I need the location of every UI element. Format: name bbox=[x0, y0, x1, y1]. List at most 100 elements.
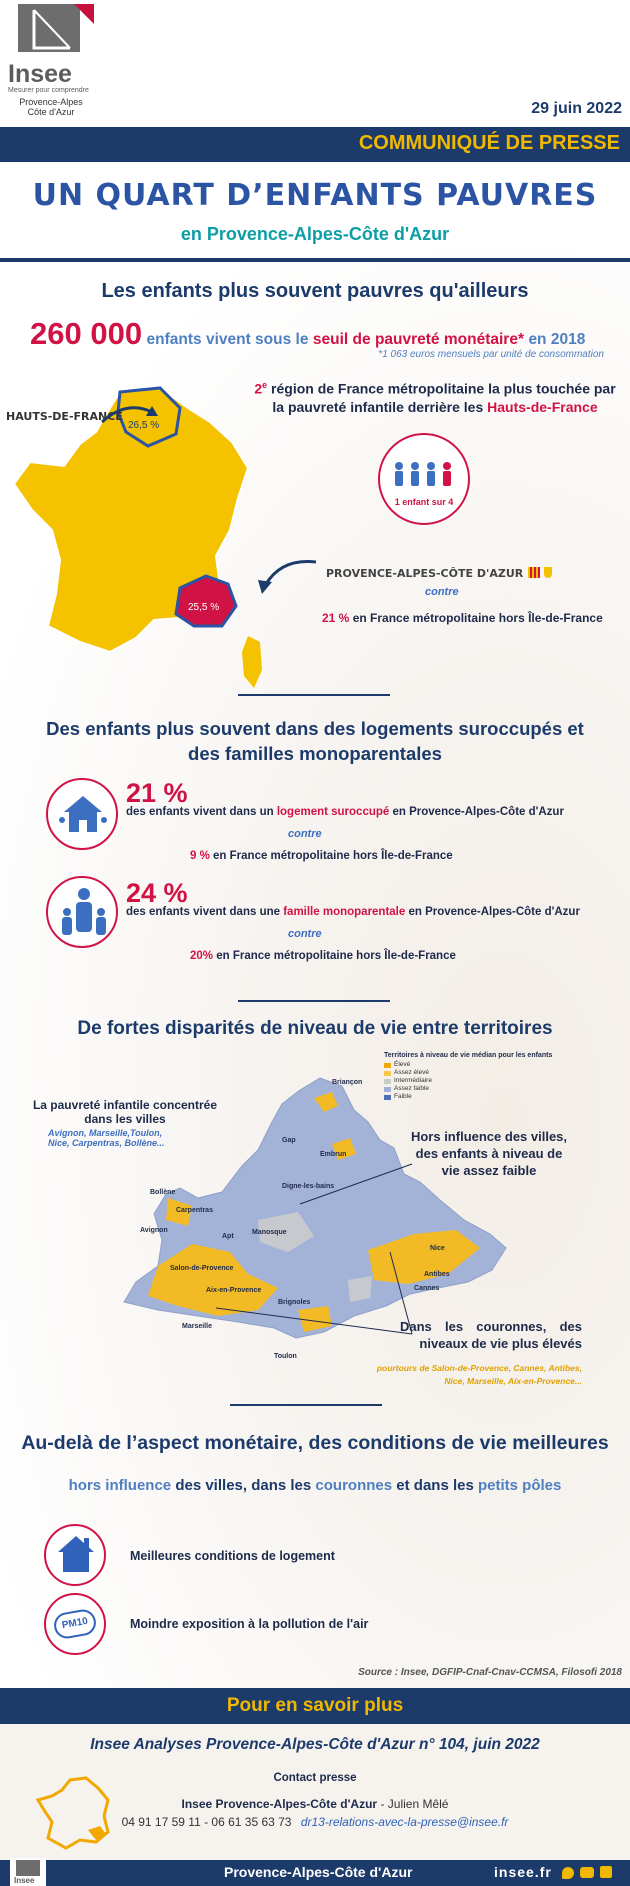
more-banner: Pour en savoir plus bbox=[0, 1688, 630, 1724]
arrow-hdf bbox=[100, 406, 158, 424]
big-line-a: enfants vivent sous le bbox=[146, 331, 309, 348]
small-logo-word: Insee bbox=[14, 1876, 35, 1885]
contact-heading: Contact presse bbox=[273, 1772, 357, 1784]
city-label: Embrun bbox=[320, 1151, 346, 1158]
bottom-bar: Provence-Alpes-Côte d'Azur insee.fr bbox=[0, 1860, 630, 1886]
insee-logo[interactable]: Insee Mesurer pour comprendre Provence-A… bbox=[8, 4, 94, 120]
sub-d: et dans les bbox=[396, 1477, 474, 1494]
rank-line-2: la pauvreté infantile derrière les bbox=[272, 398, 484, 415]
legend-label: Assez faible bbox=[394, 1085, 430, 1092]
big-line-b: seuil de pauvreté monétaire* bbox=[312, 331, 524, 348]
compare-text: en France métropolitaine hors Île-de-Fra… bbox=[352, 611, 603, 625]
house-icon bbox=[58, 1536, 94, 1572]
section3-heading: De fortes disparités de niveau de vie en… bbox=[77, 1018, 553, 1039]
single-parent-family-icon bbox=[62, 888, 106, 935]
city-label: Brignoles bbox=[278, 1299, 310, 1306]
france-map: 26,5 % 25,5 % bbox=[12, 386, 262, 688]
map-intermediate bbox=[258, 1212, 372, 1302]
city-label: Bollène bbox=[150, 1189, 175, 1196]
legend-swatch bbox=[384, 1078, 391, 1084]
label-hdf: HAUTS-DE-FRANCE bbox=[6, 410, 123, 423]
city-label: Salon-de-Provence bbox=[170, 1265, 234, 1272]
house-family-icon bbox=[59, 796, 107, 832]
linkedin-icon[interactable] bbox=[600, 1866, 612, 1878]
title-rule bbox=[0, 258, 630, 262]
source-note: Source : Insee, DGFIP-Cnaf-Cnav-CCMSA, F… bbox=[358, 1667, 622, 1678]
note-urban-c: Avignon, Marseille,Toulon, bbox=[48, 1128, 163, 1138]
hauts-de-france-shape bbox=[116, 386, 182, 448]
rank-number: 2 bbox=[254, 380, 263, 397]
big-stat-line: 260 000 enfants vivent sous le seuil de … bbox=[30, 316, 620, 352]
publication-link[interactable]: Insee Analyses Provence-Alpes-Côte d'Azu… bbox=[90, 1736, 540, 1753]
label-paca-text: PROVENCE-ALPES-CÔTE D'AZUR bbox=[326, 567, 524, 580]
logo-region-2: Côte d'Azur bbox=[27, 107, 75, 117]
legend-swatch bbox=[384, 1070, 391, 1076]
city-label: Carpentras bbox=[176, 1207, 213, 1214]
section1-heading: Les enfants plus souvent pauvres qu'aill… bbox=[101, 280, 529, 302]
rank-text: 2e région de France métropolitaine la pl… bbox=[250, 376, 620, 416]
youtube-icon[interactable] bbox=[580, 1867, 594, 1878]
sub-e: petits pôles bbox=[478, 1477, 562, 1494]
note-rural-c: vie assez faible bbox=[441, 1163, 537, 1178]
small-insee-logo: Insee bbox=[10, 1858, 46, 1886]
legend-swatch bbox=[384, 1086, 391, 1092]
legend-item: Assez élevé bbox=[384, 1069, 604, 1077]
arrow-paca bbox=[258, 559, 317, 594]
divider-2 bbox=[238, 1000, 390, 1002]
compare-line: 21 % en France métropolitaine hors Île-d… bbox=[322, 611, 603, 625]
value-paca: 25,5 % bbox=[188, 602, 219, 613]
section2-heading-1: Des enfants plus souvent dans des logeme… bbox=[46, 718, 584, 739]
paca-flag-icon bbox=[527, 567, 540, 579]
note-suburb: Dans les couronnes, des niveaux de vie p… bbox=[400, 1318, 582, 1352]
note-rural: Hors influence des villes, des enfants à… bbox=[404, 1128, 574, 1179]
sub-a: hors influence bbox=[68, 1477, 172, 1494]
paca-commune-map: Briançon Gap Embrun Bollène Digne-les-bains C… bbox=[123, 1077, 507, 1360]
logo-graphic bbox=[8, 4, 94, 56]
stat2-text-b: famille monoparentale bbox=[283, 906, 406, 918]
legend-label: Assez élevé bbox=[394, 1069, 430, 1076]
ratio-number: 4 bbox=[448, 497, 454, 507]
legend-label: Faible bbox=[394, 1093, 412, 1100]
stat2-value: 24 % bbox=[126, 878, 188, 908]
city-label: Briançon bbox=[332, 1079, 362, 1086]
rank-line-1: région de France métropolitaine la plus … bbox=[271, 380, 616, 397]
city-label: Nice bbox=[430, 1245, 445, 1252]
stat1-line: des enfants vivent dans un logement suro… bbox=[126, 806, 564, 818]
contact-name: - Julien Mêlé bbox=[380, 1797, 449, 1811]
stat2-compare-value: 20% bbox=[190, 950, 214, 962]
label-paca: PROVENCE-ALPES-CÔTE D'AZUR bbox=[326, 564, 553, 582]
city-labels: Briançon Gap Embrun Bollène Digne-les-bains C… bbox=[140, 1079, 450, 1360]
overcrowded-housing-badge bbox=[46, 778, 118, 850]
value-hdf: 26,5 % bbox=[128, 420, 159, 431]
stat2-text-c: en Provence-Alpes-Côte d'Azur bbox=[408, 906, 580, 918]
housing-badge bbox=[44, 1524, 106, 1586]
stat1-text-a: des enfants vivent dans un bbox=[126, 806, 274, 818]
city-label: Apt bbox=[222, 1233, 234, 1240]
ratio-text: 1 enfant sur 4 bbox=[380, 497, 468, 507]
contact-line: Insee Provence-Alpes-Côte d'Azur - Julie… bbox=[0, 1797, 630, 1811]
legend-label: Intermédiaire bbox=[394, 1077, 432, 1084]
twitter-icon[interactable] bbox=[562, 1867, 574, 1879]
legend-items: Élevé Assez élevé Intermédiaire Assez faibl… bbox=[384, 1061, 604, 1101]
logo-tagline: Mesurer pour comprendre bbox=[8, 87, 89, 94]
note-rural-a: Hors influence des villes, bbox=[410, 1129, 568, 1144]
stat1-compare-text: en France métropolitaine hors Île-de-Fra… bbox=[213, 850, 453, 862]
note-urban-b: dans les villes bbox=[84, 1112, 166, 1126]
city-label: Antibes bbox=[424, 1271, 450, 1278]
note-suburb-a: Dans les couronnes, des bbox=[400, 1319, 582, 1334]
site-link[interactable]: insee.fr bbox=[494, 1864, 552, 1880]
paca-shape bbox=[174, 574, 238, 628]
contact-org: Insee Provence-Alpes-Côte d'Azur bbox=[181, 1797, 378, 1811]
sub-b: des villes, dans les bbox=[175, 1477, 312, 1494]
legend-item: Élevé bbox=[384, 1061, 604, 1069]
section4-heading: Au-delà de l’aspect monétaire, des condi… bbox=[21, 1432, 609, 1454]
rank-region: Hauts-de-France bbox=[487, 398, 598, 415]
note-urban: La pauvreté infantile concentrée dans le… bbox=[20, 1098, 230, 1148]
legend-item: Assez faible bbox=[384, 1085, 604, 1093]
city-label: Cannes bbox=[414, 1285, 439, 1292]
logo-word: Insee bbox=[8, 60, 72, 88]
corsica-shape bbox=[242, 636, 262, 688]
contact-email[interactable]: dr13-relations-avec-la-presse@insee.fr bbox=[300, 1815, 509, 1829]
note-urban-d: Nice, Carpentras, Bollène... bbox=[48, 1138, 165, 1148]
city-label: Aix-en-Provence bbox=[206, 1287, 261, 1294]
